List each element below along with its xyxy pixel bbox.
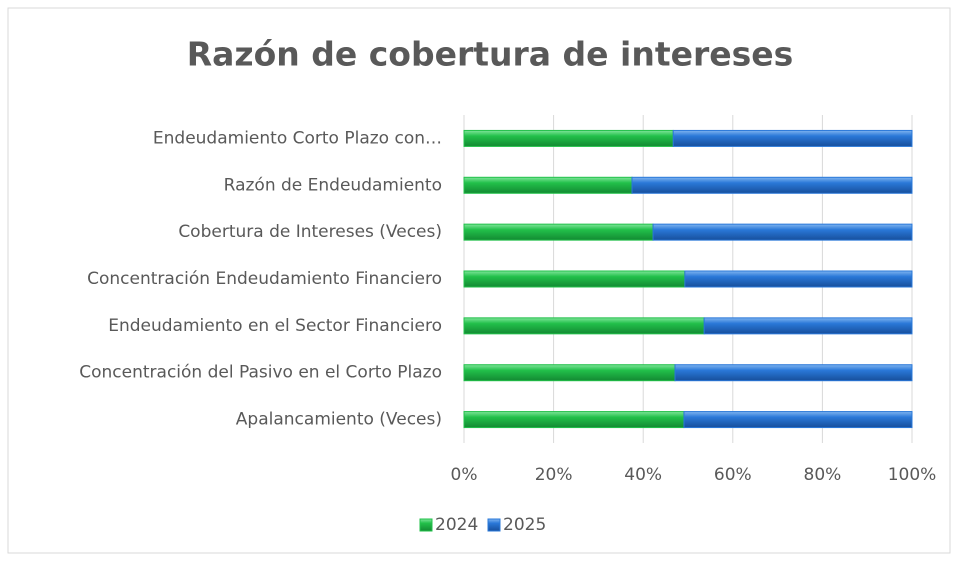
y-tick-label: Cobertura de Intereses (Veces) <box>178 222 442 242</box>
x-tick-label: 20% <box>535 465 573 485</box>
legend-swatch <box>419 518 433 532</box>
bar-segment <box>631 176 913 194</box>
chart-title: Razón de cobertura de intereses <box>187 35 794 74</box>
bar-segment <box>674 364 913 382</box>
bar-segment <box>703 317 913 335</box>
y-tick-label: Concentración Endeudamiento Financiero <box>87 269 442 289</box>
x-tick-label: 80% <box>804 465 842 485</box>
bar-segment <box>463 364 676 382</box>
legend-swatch <box>487 518 501 532</box>
bar-segment <box>463 223 654 241</box>
y-tick-label: Razón de Endeudamiento <box>224 175 442 195</box>
y-tick-label: Concentración del Pasivo en el Corto Pla… <box>79 363 442 383</box>
bar-segment <box>652 223 913 241</box>
y-tick-label: Endeudamiento Corto Plazo con… <box>153 128 442 148</box>
bar-segment <box>463 270 686 288</box>
bar-segment <box>683 411 913 429</box>
x-tick-label: 100% <box>888 465 937 485</box>
bar-segment <box>684 270 913 288</box>
y-tick-label: Apalancamiento (Veces) <box>236 410 442 430</box>
bar-segment <box>463 176 633 194</box>
bar-segment <box>463 317 705 335</box>
x-tick-label: 60% <box>714 465 752 485</box>
x-tick-label: 40% <box>624 465 662 485</box>
legend-label: 2024 <box>435 515 478 535</box>
x-tick-label: 0% <box>451 465 478 485</box>
bar-segment <box>463 129 674 147</box>
legend-label: 2025 <box>503 515 546 535</box>
bar-segment <box>463 411 685 429</box>
y-tick-label: Endeudamiento en el Sector Financiero <box>108 316 442 336</box>
bar-segment <box>672 129 913 147</box>
